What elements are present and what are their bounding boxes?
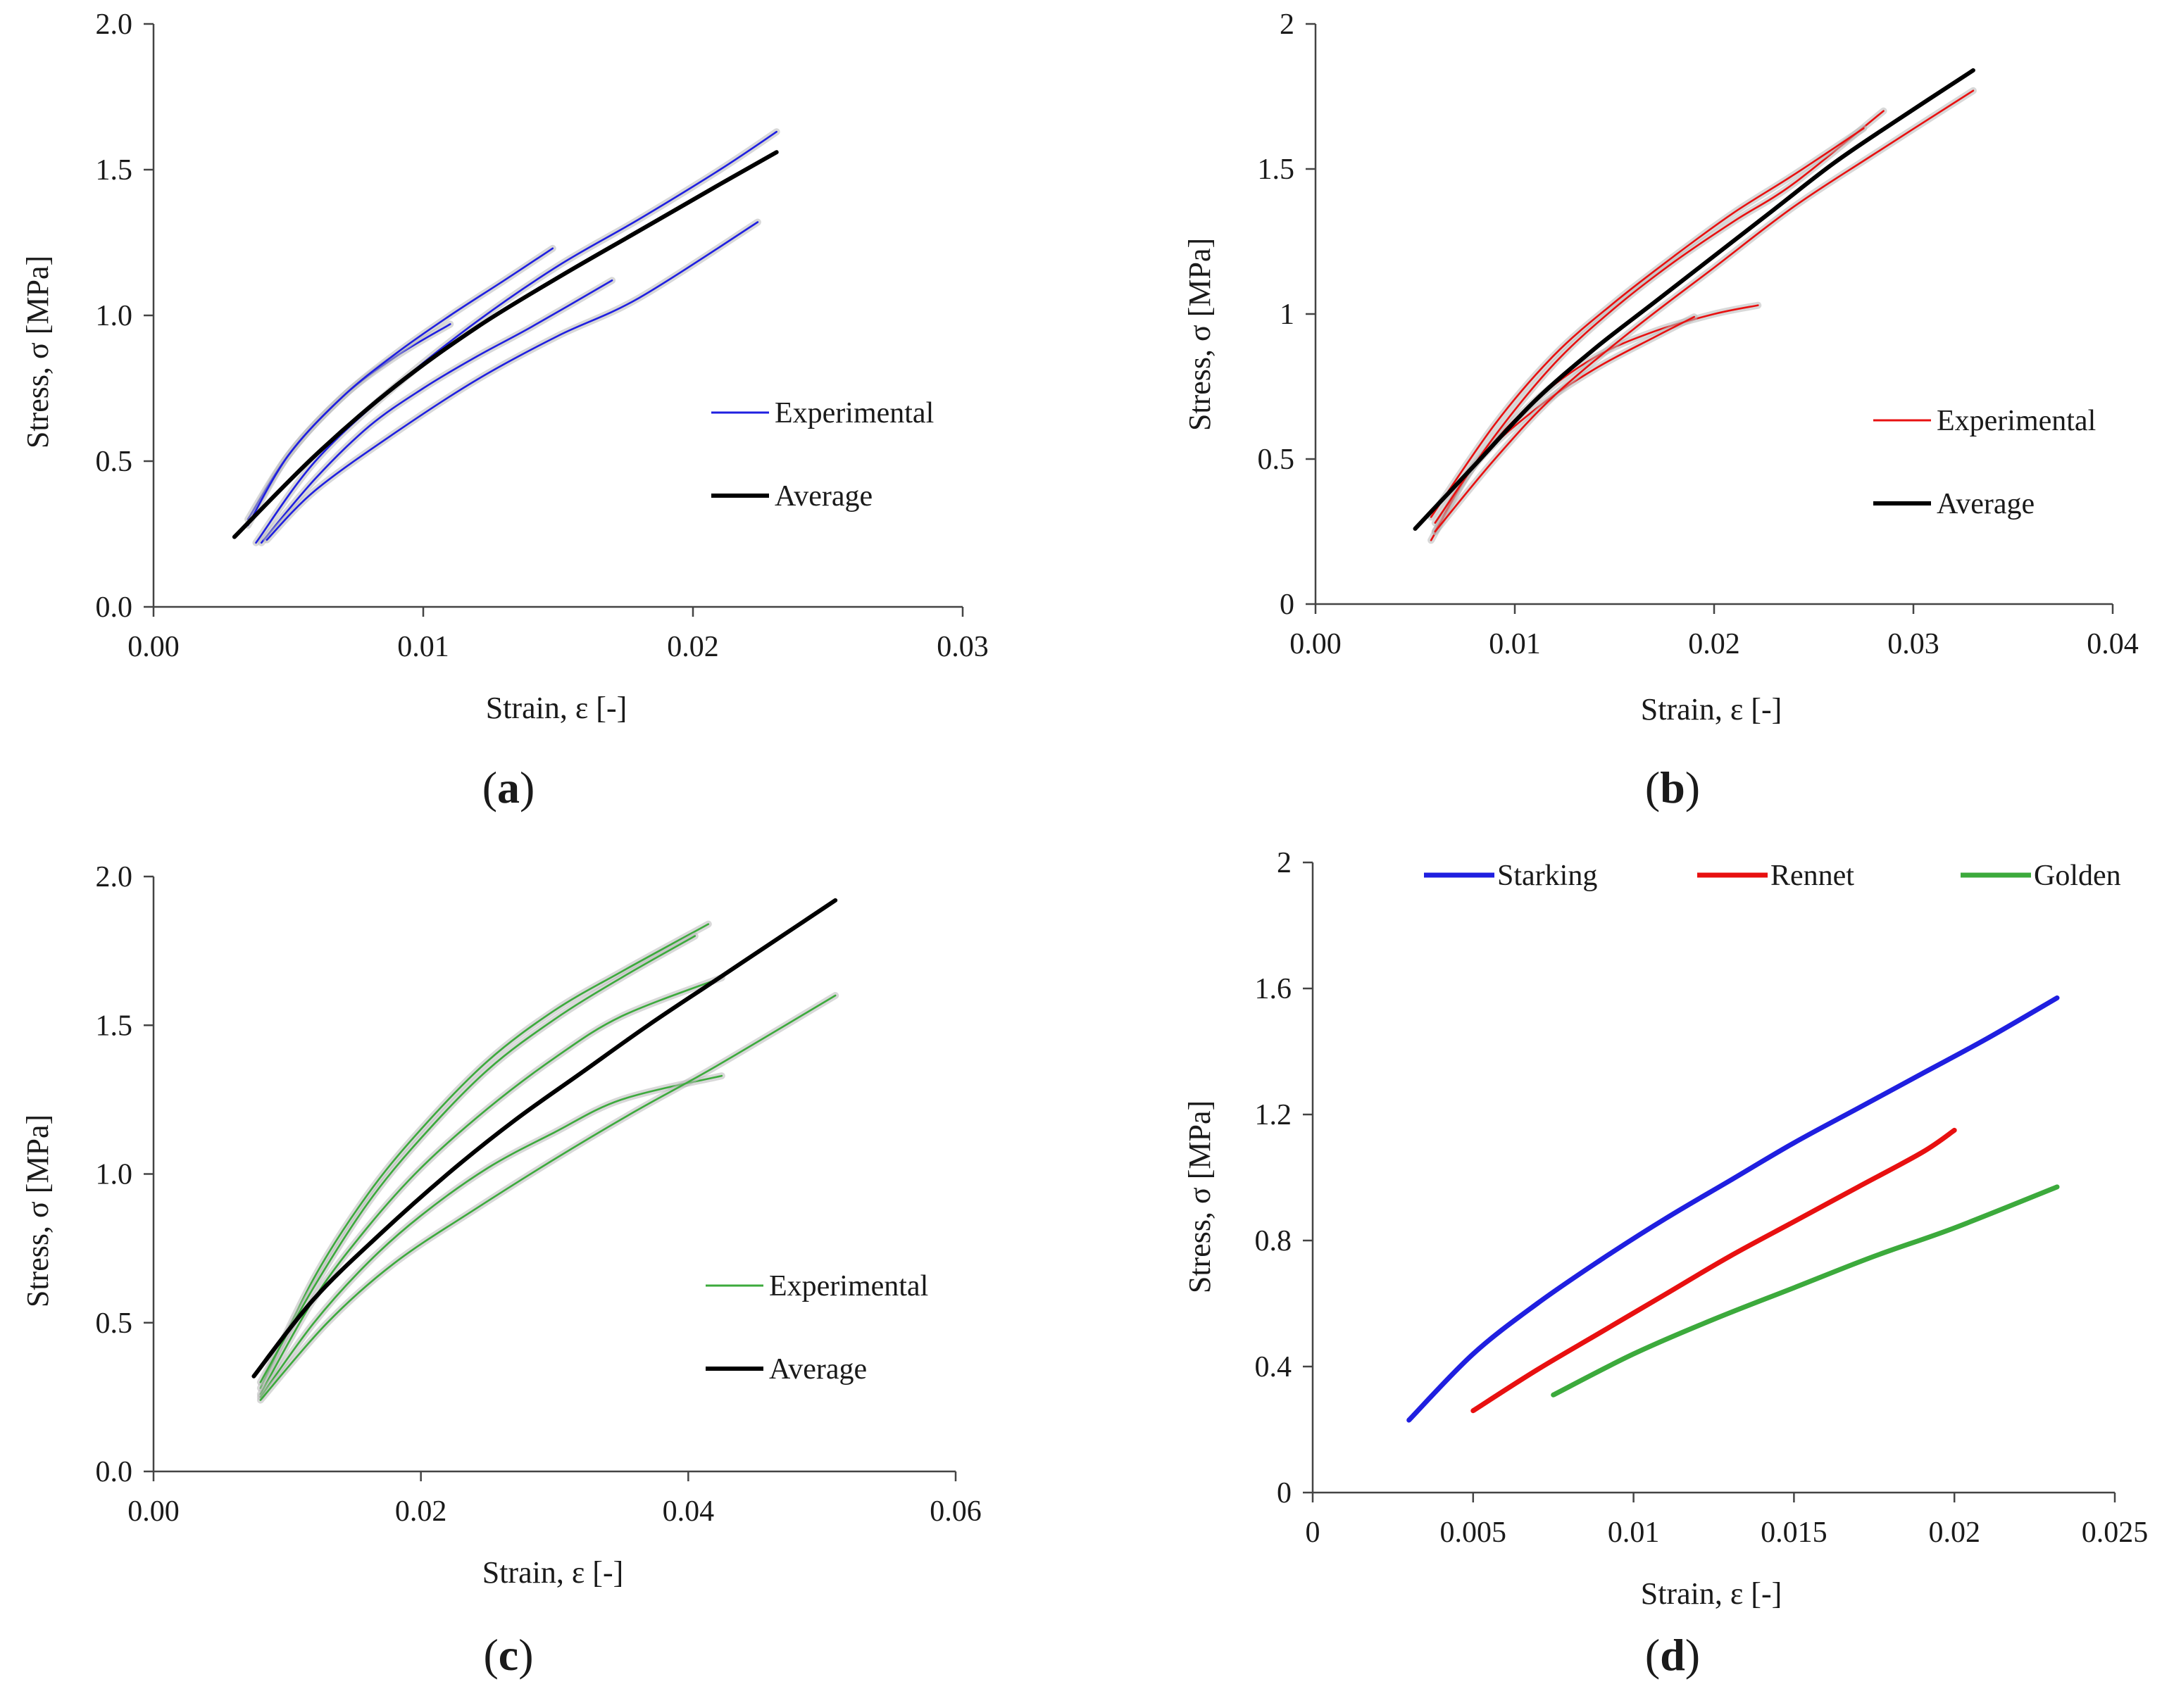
caption-letter-a: a: [497, 762, 520, 812]
x-tick-label: 0.04: [2087, 628, 2139, 660]
caption-c: (c): [483, 1630, 533, 1680]
series-line-experimental: [259, 935, 696, 1383]
y-tick-label: 1.2: [1255, 1099, 1292, 1131]
legend-label: Experimental: [775, 397, 934, 429]
x-tick-label: 0.01: [397, 631, 449, 663]
y-tick-label: 0.5: [1258, 444, 1295, 476]
y-tick-label: 0: [1280, 589, 1294, 621]
y-tick-label: 1.5: [96, 1010, 133, 1042]
chart-panel-a: Stress, σ [MPa] Strain, ε [-] (a) 0.00 0.…: [20, 8, 989, 812]
series-line-experimental: [259, 977, 723, 1395]
caption-d: (d): [1645, 1630, 1700, 1680]
xlabel-d: Strain, ε [-]: [1641, 1576, 1782, 1611]
y-tick-label: 0.8: [1255, 1225, 1292, 1257]
y-tick-label: 1.0: [96, 1159, 133, 1191]
x-tick-label: 0.03: [1887, 628, 1939, 660]
legend-label: Experimental: [769, 1270, 928, 1302]
series-line-golden: [1551, 1184, 2060, 1398]
series-line-average: [1413, 68, 1975, 531]
y-tick-label: 0: [1277, 1477, 1292, 1509]
y-tick-label: 1.0: [96, 300, 133, 332]
series-line-average: [251, 898, 838, 1379]
x-tick-label: 0.02: [667, 631, 719, 663]
envelope-shade: [1431, 107, 1887, 527]
envelope-shade: [256, 1072, 725, 1401]
envelope-shade: [1427, 301, 1762, 544]
chart-panel-d: Stress, σ [MPa] Strain, ε [-] (d) 0 0.005…: [1182, 847, 2148, 1680]
x-tick-label: 0: [1306, 1517, 1320, 1549]
series-line-experimental: [259, 994, 837, 1401]
x-tick-label: 0.01: [1608, 1517, 1660, 1549]
y-tick-label: 1.5: [1258, 153, 1295, 186]
envelope-shade: [256, 974, 725, 1398]
caption-letter-b: b: [1660, 762, 1685, 812]
series-line-experimental: [1434, 110, 1885, 524]
envelope-shade: [256, 932, 699, 1386]
series-line-experimental: [1434, 89, 1975, 533]
series-line-starking: [1406, 995, 2060, 1423]
ylabel-a: Stress, σ [MPa]: [20, 256, 55, 448]
y-tick-label: 0.5: [96, 446, 133, 478]
x-tick-label: 0.06: [930, 1495, 982, 1528]
series-line-experimental: [259, 1074, 723, 1398]
caption-letter-c: c: [499, 1630, 518, 1680]
y-tick-label: 2.0: [96, 8, 133, 41]
xlabel-a: Strain, ε [-]: [486, 691, 627, 725]
series-line-experimental: [259, 923, 710, 1389]
x-tick-label: 0.025: [2082, 1517, 2149, 1549]
y-tick-label: 0.0: [96, 591, 133, 624]
series-line-experimental: [1430, 127, 1865, 518]
envelope-shade: [256, 992, 839, 1404]
ylabel-d: Stress, σ [MPa]: [1182, 1100, 1217, 1293]
x-tick-label: 0.00: [1289, 628, 1342, 660]
series-line-average: [232, 150, 779, 539]
chart-panel-c: Stress, σ [MPa] Strain, ε [-] (c) 0.00 0.…: [20, 861, 982, 1680]
x-tick-label: 0.02: [1928, 1517, 1980, 1549]
xlabel-b: Strain, ε [-]: [1641, 692, 1782, 727]
legend-label: Experimental: [1937, 405, 2096, 437]
legend-label: Average: [775, 480, 873, 513]
caption-a: (a): [482, 762, 535, 812]
x-tick-label: 0.00: [127, 1495, 180, 1528]
envelope-shade: [258, 277, 616, 546]
series-line-experimental: [1430, 304, 1759, 541]
x-tick-label: 0.00: [127, 631, 180, 663]
series-line-experimental: [265, 221, 759, 541]
ylabel-b: Stress, σ [MPa]: [1182, 238, 1217, 431]
series-line-experimental: [260, 280, 613, 544]
series-line-experimental: [255, 130, 777, 544]
series-line-experimental: [246, 247, 554, 527]
y-tick-label: 1.5: [96, 154, 133, 187]
legend-label: Rennet: [1770, 860, 1854, 892]
ylabel-c: Stress, σ [MPa]: [20, 1114, 55, 1307]
y-tick-label: 2: [1277, 847, 1292, 879]
x-tick-label: 0.015: [1761, 1517, 1827, 1549]
series-line-rennet: [1470, 1127, 1957, 1414]
legend-label: Average: [1937, 488, 2035, 520]
legend-label: Starking: [1497, 860, 1597, 892]
x-tick-label: 0.02: [395, 1495, 447, 1528]
x-tick-label: 0.03: [937, 631, 989, 663]
xlabel-c: Strain, ε [-]: [482, 1555, 624, 1590]
chart-panel-b: Stress, σ [MPa] Strain, ε [-] (b) 0.00 0.…: [1182, 8, 2139, 812]
legend-label: Average: [769, 1353, 867, 1386]
caption-b: (b): [1645, 762, 1700, 812]
y-tick-label: 1: [1280, 299, 1294, 331]
x-tick-label: 0.005: [1440, 1517, 1507, 1549]
legend-label: Golden: [2034, 860, 2121, 892]
y-tick-label: 2: [1280, 8, 1294, 41]
y-tick-label: 1.6: [1255, 973, 1292, 1005]
x-tick-label: 0.04: [663, 1495, 715, 1528]
y-tick-label: 2.0: [96, 861, 133, 893]
envelope-shade: [1431, 87, 1977, 535]
x-tick-label: 0.01: [1489, 628, 1541, 660]
x-tick-label: 0.02: [1688, 628, 1740, 660]
y-tick-label: 0.0: [96, 1456, 133, 1488]
y-tick-label: 0.5: [96, 1307, 133, 1340]
y-tick-label: 0.4: [1255, 1351, 1292, 1383]
caption-letter-d: d: [1660, 1630, 1685, 1680]
